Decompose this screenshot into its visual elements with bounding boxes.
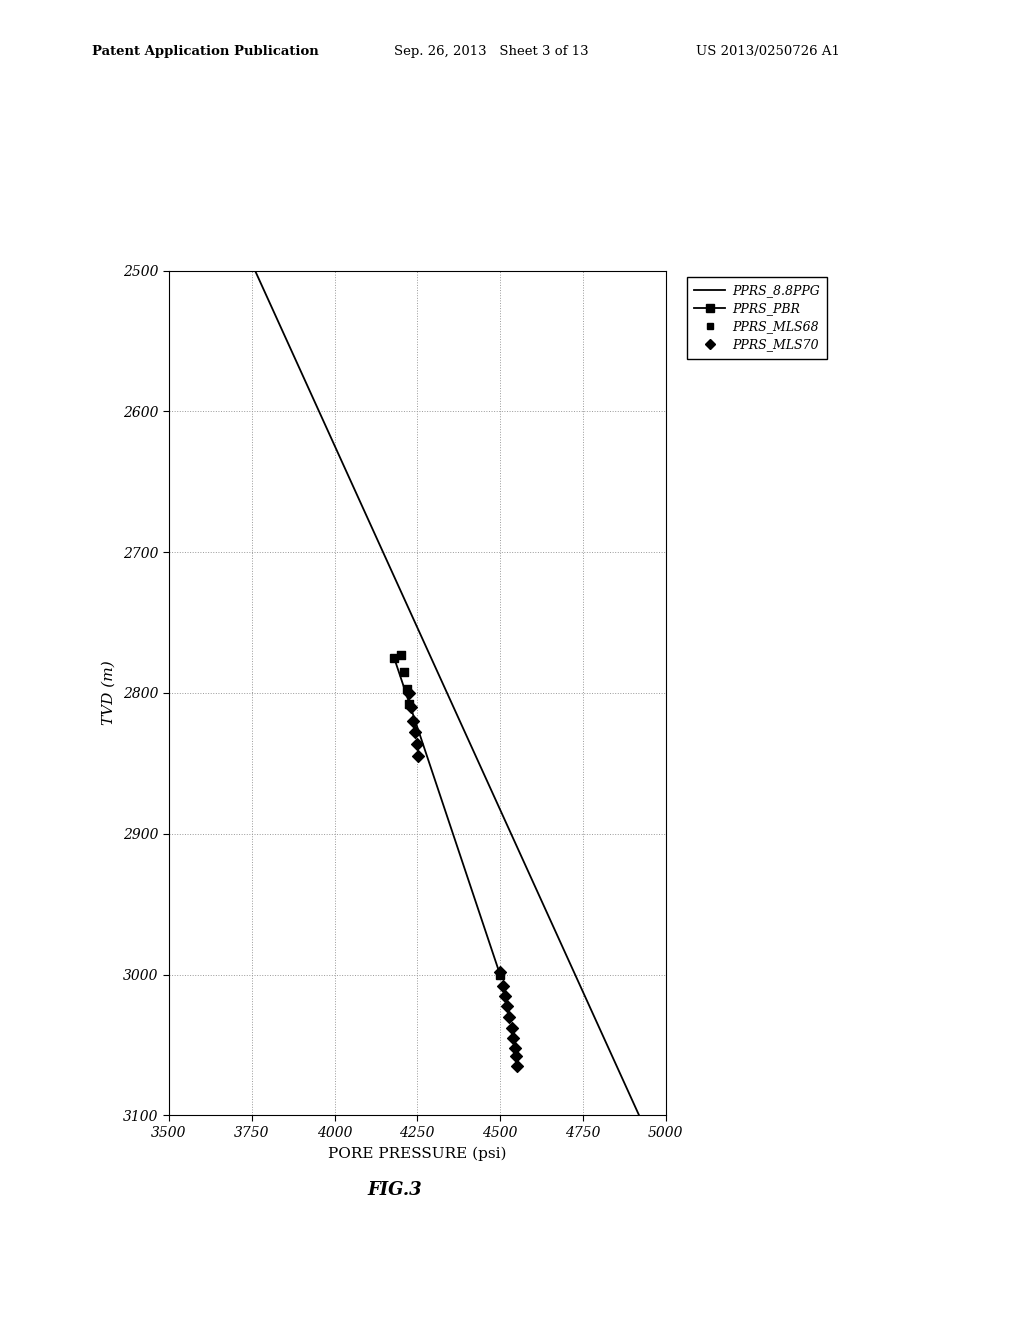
Point: [508, 1045, 524, 1067]
Point: [398, 678, 415, 700]
Point: [507, 1038, 523, 1059]
Text: Patent Application Publication: Patent Application Publication: [92, 45, 318, 58]
Point: [409, 733, 425, 754]
Point: [410, 746, 426, 767]
Point: [392, 644, 409, 665]
Text: Sep. 26, 2013   Sheet 3 of 13: Sep. 26, 2013 Sheet 3 of 13: [394, 45, 589, 58]
Point: [400, 682, 417, 704]
Point: [505, 1027, 521, 1048]
Legend: PPRS_8.8PPG, PPRS_PBR, PPRS_MLS68, PPRS_MLS70: PPRS_8.8PPG, PPRS_PBR, PPRS_MLS68, PPRS_…: [687, 277, 827, 359]
Text: US 2013/0250726 A1: US 2013/0250726 A1: [696, 45, 841, 58]
Point: [400, 694, 417, 715]
Point: [408, 722, 424, 743]
Point: [406, 710, 422, 731]
Point: [499, 995, 515, 1016]
Point: [495, 975, 511, 997]
Point: [501, 1006, 517, 1027]
X-axis label: PORE PRESSURE (psi): PORE PRESSURE (psi): [328, 1147, 507, 1162]
Point: [396, 661, 413, 682]
Point: [492, 961, 508, 982]
Y-axis label: TVD (m): TVD (m): [102, 660, 116, 726]
Point: [403, 697, 420, 718]
Point: [497, 985, 513, 1006]
Point: [509, 1056, 525, 1077]
Text: FIG.3: FIG.3: [367, 1180, 422, 1199]
Point: [504, 1018, 520, 1039]
